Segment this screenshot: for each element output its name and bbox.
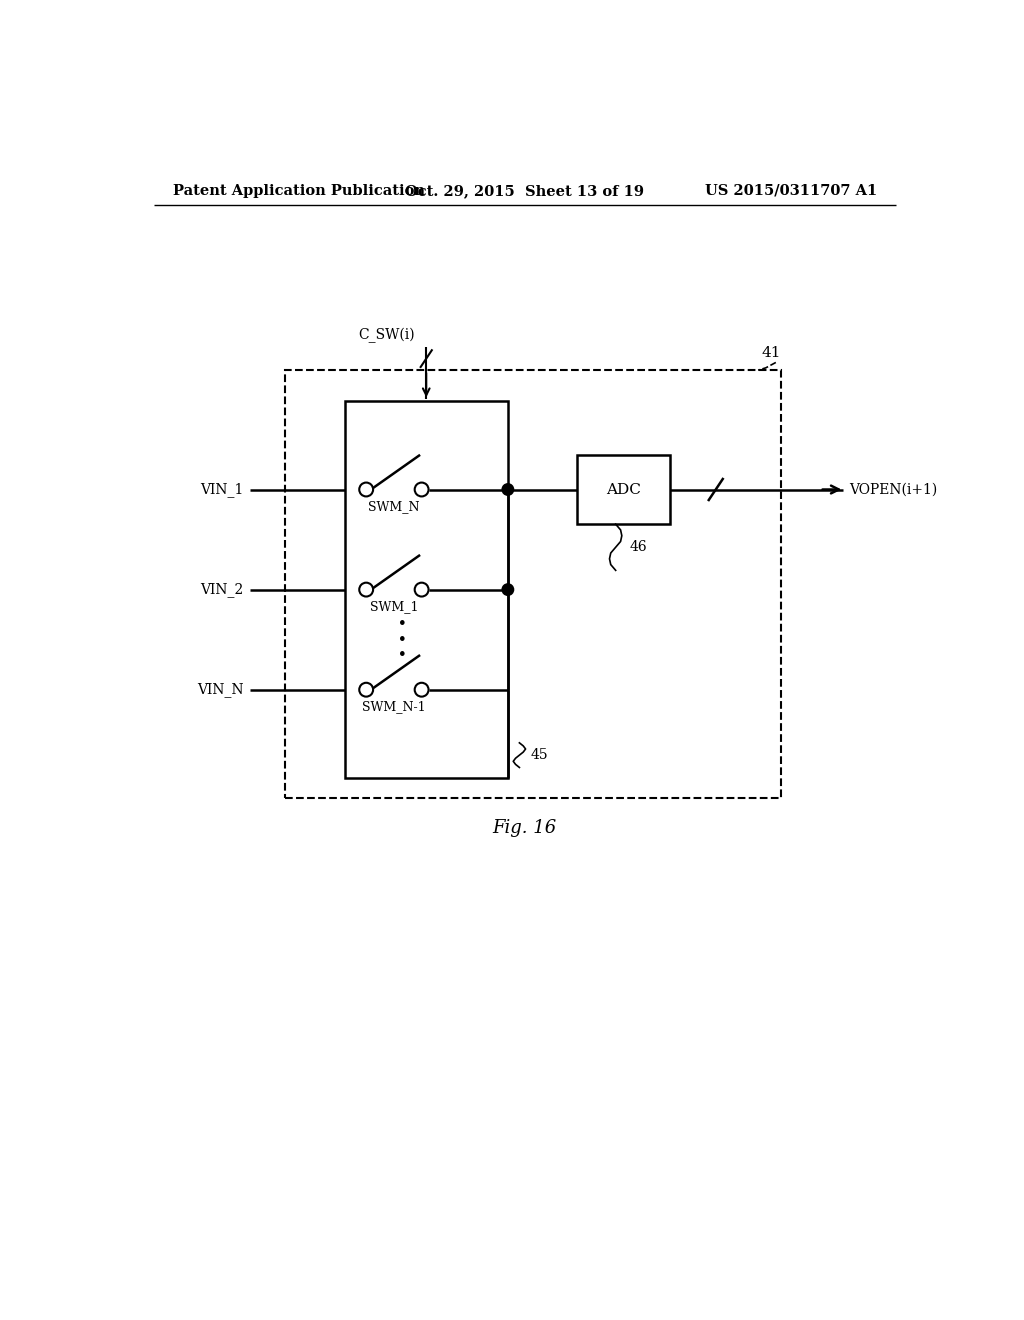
Text: Patent Application Publication: Patent Application Publication [173,183,425,198]
Text: Fig. 16: Fig. 16 [493,820,557,837]
Text: VIN_N: VIN_N [198,682,244,697]
Text: ·: · [398,627,407,652]
Text: ·: · [398,643,407,667]
Text: VIN_1: VIN_1 [201,482,244,496]
Text: VOPEN(i+1): VOPEN(i+1) [849,483,937,496]
Text: C_SW(i): C_SW(i) [358,327,415,343]
Text: US 2015/0311707 A1: US 2015/0311707 A1 [706,183,878,198]
Text: Oct. 29, 2015  Sheet 13 of 19: Oct. 29, 2015 Sheet 13 of 19 [406,183,644,198]
Text: SWM_N: SWM_N [369,500,420,513]
Bar [285,370,781,797]
Circle shape [503,484,513,495]
Bar [345,401,508,779]
Circle shape [503,585,513,595]
Text: VIN_2: VIN_2 [201,582,244,597]
Text: 45: 45 [531,748,549,762]
Text: ADC: ADC [606,483,641,496]
Text: SWM_N-1: SWM_N-1 [362,701,426,714]
Text: SWM_1: SWM_1 [370,601,418,614]
Text: 41: 41 [762,346,781,360]
Text: ·: · [398,612,407,636]
Text: 46: 46 [630,540,647,554]
Bar [578,455,670,524]
